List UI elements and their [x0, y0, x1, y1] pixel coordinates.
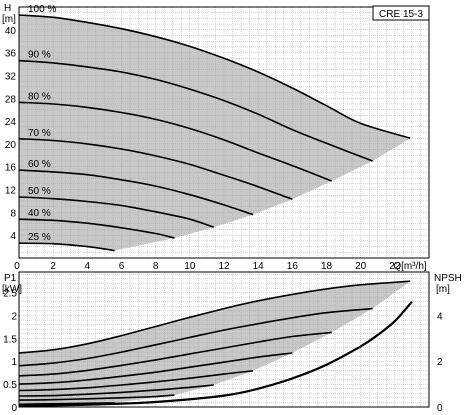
p1-tick-label: 0 — [11, 403, 17, 414]
x-tick-label: 12 — [218, 261, 230, 272]
x-tick-label: 6 — [119, 261, 125, 272]
power-curve-25 — [18, 402, 115, 406]
top-plot-frame — [18, 6, 430, 259]
npsh-tick-label: 0 — [437, 403, 443, 414]
x-tick-label: 10 — [184, 261, 196, 272]
p1-tick-label: 2 — [11, 311, 17, 322]
top-grid — [19, 7, 429, 258]
x-axis-label: Q[m³/h] — [393, 261, 427, 272]
x-tick-label: 2 — [50, 261, 56, 272]
x-tick-label-origin: 0 — [14, 261, 20, 272]
head-curve-70 — [18, 138, 293, 200]
power-curve-80 — [18, 331, 332, 377]
power-curve-100 — [18, 280, 411, 354]
speed-label-70: 70 % — [28, 128, 51, 139]
npsh-tick-label: 2 — [437, 357, 443, 368]
x-tick-label: 20 — [355, 261, 367, 272]
p1-tick-label: 2.5 — [3, 289, 17, 300]
power-curve-70 — [18, 352, 293, 385]
head-curve-25 — [18, 242, 115, 252]
speed-label-100: 100 % — [28, 4, 56, 15]
speed-label-60: 60 % — [28, 159, 51, 170]
bottom-plot-frame — [18, 271, 430, 408]
tick-labels: 0 2 4 6 8 10 12 14 16 18 20 2248121620242832364000.… — [3, 26, 443, 414]
speed-label-90: 90 % — [28, 50, 51, 61]
p1-tick-label: 1 — [11, 357, 17, 368]
x-tick-label: 22 — [389, 261, 401, 272]
p1-axis-label: P1 — [4, 273, 17, 284]
power-curve-50 — [18, 384, 214, 397]
y-tick-label: 20 — [5, 140, 17, 151]
npsh-tick-label: 4 — [437, 311, 443, 322]
power-curve-90 — [18, 307, 373, 367]
top-operating-range-fill — [19, 15, 411, 251]
p1-tick-label: 0.5 — [3, 380, 17, 391]
power-curves — [18, 280, 411, 406]
x-tick-label: 4 — [85, 261, 91, 272]
head-curve-60 — [18, 169, 254, 216]
bottom-operating-range — [19, 281, 411, 405]
y-tick-label: 24 — [5, 117, 17, 128]
y-tick-label: 40 — [5, 26, 17, 37]
p1-axis-unit: [kW] — [2, 284, 22, 295]
y-axis-unit: [m] — [2, 14, 16, 25]
power-curve-60 — [18, 370, 254, 392]
head-curve-90 — [18, 59, 373, 162]
x-tick-label: 8 — [153, 261, 159, 272]
head-curve-40 — [18, 218, 175, 239]
speed-label-50: 50 % — [28, 186, 51, 197]
top-operating-range — [19, 15, 411, 251]
speed-label-40: 40 % — [28, 208, 51, 219]
y-tick-label: 28 — [5, 94, 17, 105]
npsh-axis-label: NPSH — [434, 273, 462, 284]
y-tick-label: 32 — [5, 71, 17, 82]
npsh-curve-group — [18, 300, 413, 407]
head-curve-50 — [18, 196, 215, 228]
y-tick-label: 12 — [5, 186, 17, 197]
title-box — [372, 5, 430, 21]
y-tick-label: 16 — [5, 163, 17, 174]
x-tick-label: 18 — [321, 261, 333, 272]
x-tick-label: 16 — [287, 261, 299, 272]
head-curve-80 — [18, 101, 332, 182]
npsh-curve — [18, 300, 413, 407]
speed-label-80: 80 % — [28, 91, 51, 102]
speed-label-25: 25 % — [28, 232, 51, 243]
head-curves: 100 % 90 % 80 % 70 % 60 % 50 % 40 % 25 % — [18, 4, 411, 252]
chart-title: CRE 15-3 — [379, 9, 423, 20]
bottom-operating-range-fill — [19, 281, 411, 405]
y-tick-label: 8 — [10, 208, 16, 219]
x-tick-label: 14 — [253, 261, 265, 272]
p1-tick-label: 1.5 — [3, 334, 17, 345]
y-tick-label: 4 — [10, 231, 16, 242]
y-axis-label: H — [4, 3, 11, 14]
npsh-axis-unit: [m] — [436, 284, 450, 295]
head-curve-100 — [18, 14, 411, 139]
y-tick-label: 36 — [5, 49, 17, 60]
power-curve-40 — [18, 394, 175, 401]
